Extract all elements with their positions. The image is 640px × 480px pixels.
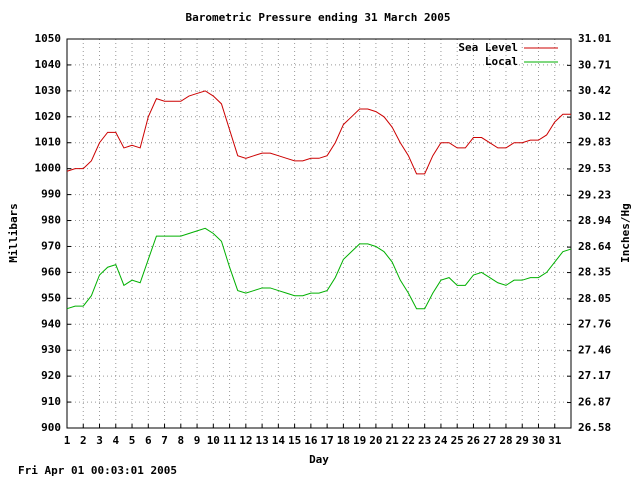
x-tick-label: 14: [272, 434, 286, 447]
x-tick-label: 23: [418, 434, 431, 447]
footer: Fri Apr 01 00:03:01 2005: [18, 464, 177, 477]
x-tick-label: 19: [353, 434, 366, 447]
plot-frame: [66, 38, 572, 429]
x-tick-label: 17: [321, 434, 334, 447]
x-tick-label: 3: [96, 434, 103, 447]
y2-tick-label: 28.94: [578, 214, 611, 227]
y-tick-label: 1000: [35, 162, 62, 175]
y2-axis-label: Inches/Hg: [619, 203, 632, 263]
x-tick-label: 22: [402, 434, 415, 447]
y2-tick-label: 30.12: [578, 110, 611, 123]
x-tick-label: 24: [434, 434, 448, 447]
x-tick-label: 27: [483, 434, 496, 447]
y2-tick-label: 28.64: [578, 240, 611, 253]
x-tick-label: 2: [80, 434, 87, 447]
y2-tick-label: 26.58: [578, 421, 611, 434]
y-tick-label: 940: [41, 317, 61, 330]
y-tick-label: 920: [41, 369, 61, 382]
x-tick-label: 25: [451, 434, 464, 447]
y-axis-label: Millibars: [7, 203, 20, 263]
x-tick-label: 29: [516, 434, 529, 447]
x-tick-label: 31: [548, 434, 562, 447]
x-tick-label: 6: [145, 434, 152, 447]
y2-tick-label: 27.46: [578, 344, 611, 357]
y-tick-label: 950: [41, 291, 61, 304]
x-tick-label: 13: [255, 434, 268, 447]
series-line: [66, 227, 572, 310]
y-tick-label: 930: [41, 343, 61, 356]
y2-tick-label: 29.83: [578, 136, 611, 149]
x-tick-label: 4: [112, 434, 119, 447]
y2-tick-label: 30.71: [578, 58, 611, 71]
x-tick-label: 16: [304, 434, 318, 447]
y2-tick-label: 27.17: [578, 369, 611, 382]
y-tick-label: 990: [41, 188, 61, 201]
x-tick-label: 20: [369, 434, 382, 447]
y2-tick-label: 27.76: [578, 317, 611, 330]
x-tick-label: 8: [177, 434, 184, 447]
x-tick-label: 28: [499, 434, 512, 447]
x-tick-label: 5: [129, 434, 136, 447]
x-tick-label: 1: [64, 434, 71, 447]
chart-title: Barometric Pressure ending 31 March 2005: [186, 11, 451, 24]
x-tick-label: 7: [161, 434, 168, 447]
y2-tick-label: 28.35: [578, 266, 611, 279]
y-tick-label: 1040: [35, 58, 62, 71]
y2-tick-label: 28.05: [578, 292, 611, 305]
y-tick-label: 900: [41, 421, 61, 434]
legend-label: Local: [485, 55, 518, 68]
y-tick-label: 1030: [35, 84, 62, 97]
series-line: [66, 90, 571, 175]
y2-tick-label: 29.53: [578, 162, 611, 175]
y-tick-label: 1050: [35, 32, 62, 45]
x-tick-label: 30: [532, 434, 545, 447]
x-tick-label: 18: [337, 434, 350, 447]
x-tick-label: 11: [223, 434, 237, 447]
x-tick-label: 15: [288, 434, 301, 447]
x-tick-label: 10: [207, 434, 220, 447]
y2-tick-label: 31.01: [578, 32, 611, 45]
legend-label: Sea Level: [458, 41, 518, 54]
x-tick-label: 21: [386, 434, 400, 447]
x-tick-label: 9: [194, 434, 201, 447]
y-tick-label: 1020: [35, 110, 62, 123]
y-tick-label: 970: [41, 239, 61, 252]
y2-tick-label: 26.87: [578, 396, 611, 409]
y-tick-label: 910: [41, 395, 61, 408]
x-tick-label: 12: [239, 434, 252, 447]
y2-tick-label: 30.42: [578, 84, 611, 97]
y-tick-label: 1010: [35, 136, 62, 149]
x-tick-label: 26: [467, 434, 481, 447]
x-axis-label: Day: [309, 453, 329, 466]
y-tick-label: 960: [41, 265, 61, 278]
y2-tick-label: 29.23: [578, 188, 611, 201]
y-tick-label: 980: [41, 214, 61, 227]
